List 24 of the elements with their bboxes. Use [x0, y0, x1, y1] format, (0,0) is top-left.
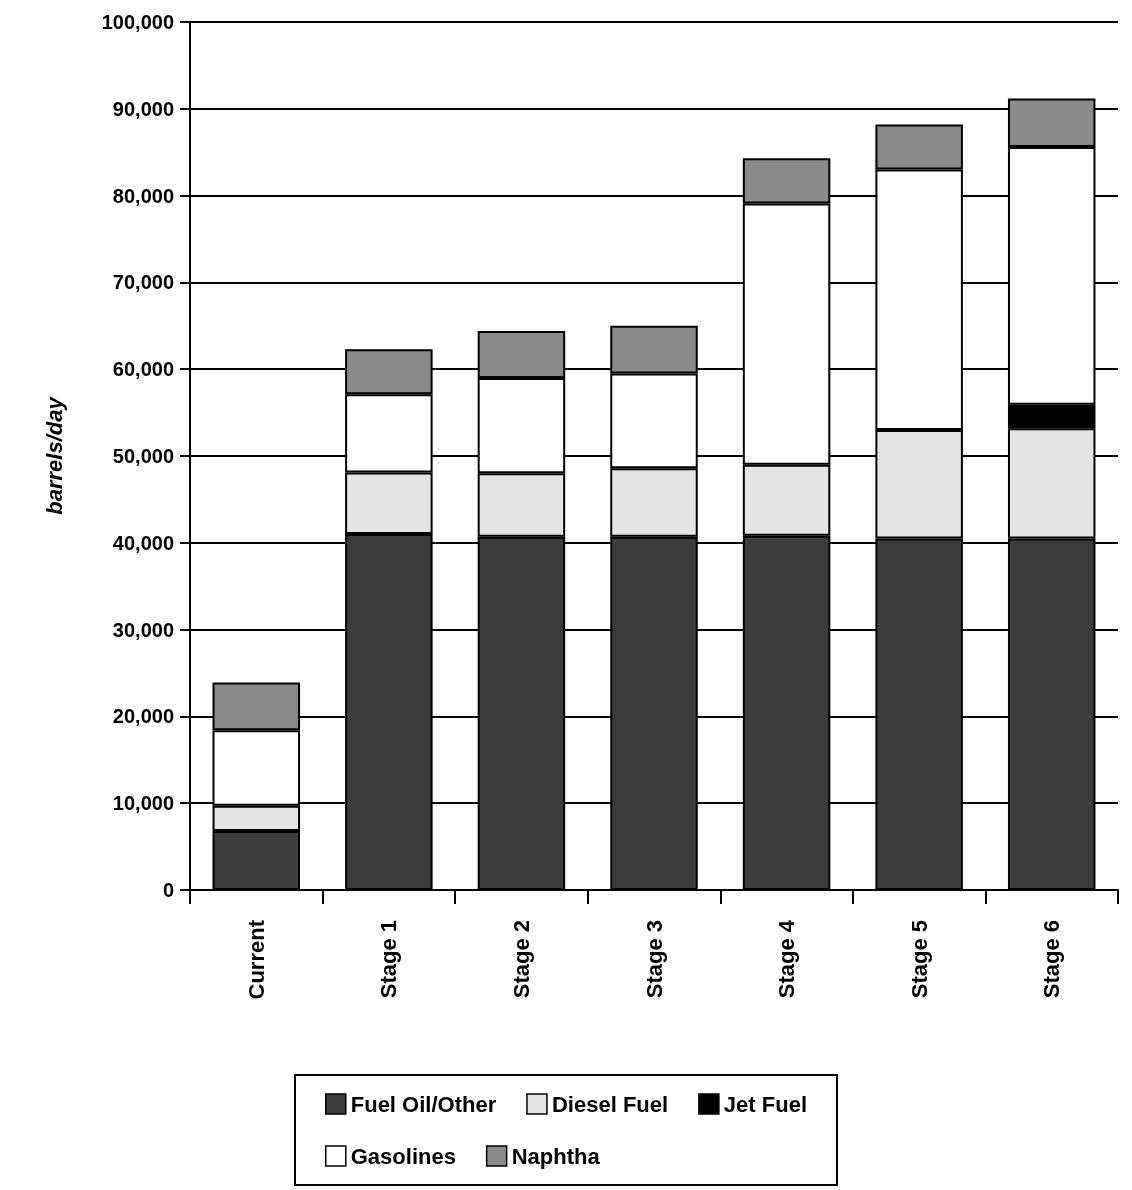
x-tick-label: Stage 5 [906, 920, 932, 999]
y-tick-label: 90,000 [112, 97, 174, 120]
x-tick-label: Stage 2 [508, 920, 534, 999]
legend-label: Jet Fuel [723, 1091, 808, 1117]
y-tick-label: 20,000 [112, 705, 174, 728]
y-tick-label: 100,000 [101, 11, 174, 33]
x-tick-label: Stage 1 [376, 920, 402, 999]
x-tick-label: Stage 6 [1039, 920, 1065, 999]
x-tick-label: Current [243, 919, 269, 1000]
legend-label: Naphtha [511, 1143, 601, 1169]
x-tick-label: Stage 3 [641, 920, 667, 999]
y-tick-label: 60,000 [112, 358, 174, 381]
y-axis-title: barrels/day [41, 395, 67, 515]
y-tick-label: 70,000 [112, 271, 174, 294]
y-tick-label: 30,000 [112, 618, 174, 641]
y-tick-label: 50,000 [112, 445, 174, 467]
y-tick-label: 40,000 [112, 531, 174, 554]
y-tick-label: 80,000 [112, 184, 174, 207]
y-tick-label: 10,000 [112, 792, 174, 815]
legend-label: Fuel Oil/Other [350, 1091, 497, 1117]
legend-label: Gasolines [350, 1143, 456, 1169]
legend-label: Diesel Fuel [551, 1091, 669, 1117]
y-tick-label: 0 [162, 879, 174, 901]
x-tick-label: Stage 4 [774, 919, 800, 999]
